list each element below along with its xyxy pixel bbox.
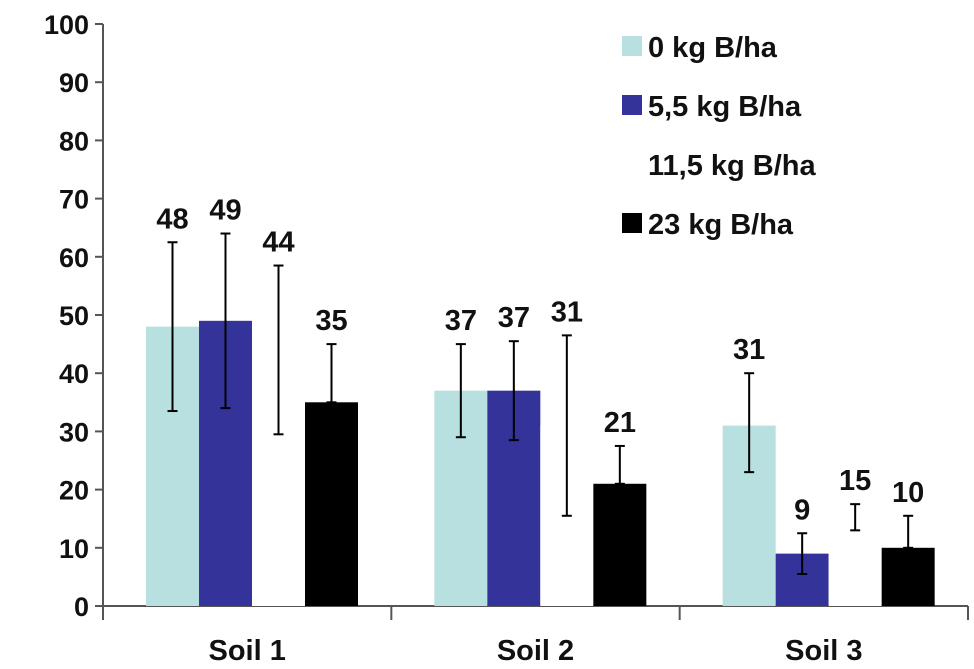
x-axis: Soil 1 Soil 2 Soil 3 xyxy=(102,605,969,667)
category-label: Soil 3 xyxy=(785,635,862,667)
data-label: 44 xyxy=(262,227,294,259)
y-tick-label: 80 xyxy=(59,126,89,156)
legend-swatch xyxy=(622,36,642,56)
legend-label: 11,5 kg B/ha xyxy=(648,150,817,182)
data-label: 49 xyxy=(209,195,241,227)
data-label: 31 xyxy=(551,296,583,328)
data-label: 21 xyxy=(604,407,636,439)
legend-label: 23 kg B/ha xyxy=(648,209,794,241)
bar xyxy=(828,518,882,606)
y-axis: 0 10 20 30 40 50 60 70 80 90 100 xyxy=(44,10,104,622)
y-tick-label: 100 xyxy=(44,10,89,40)
legend-swatch xyxy=(622,95,642,115)
bar xyxy=(305,402,358,606)
data-labels: 48 37 31 49 37 9 44 31 15 35 21 10 xyxy=(156,195,924,527)
bar xyxy=(881,547,935,606)
data-label: 48 xyxy=(156,203,188,235)
y-tick-label: 30 xyxy=(59,417,89,447)
legend-label: 0 kg B/ha xyxy=(648,32,778,64)
data-label: 9 xyxy=(794,494,810,526)
data-label: 15 xyxy=(839,465,871,497)
legend-label: 5,5 kg B/ha xyxy=(648,91,802,123)
legend: 0 kg B/ha 5,5 kg B/ha 11,5 kg B/ha 23 kg B/… xyxy=(622,32,817,241)
y-tick-label: 10 xyxy=(59,534,89,564)
bars xyxy=(146,320,935,606)
y-tick-label: 60 xyxy=(59,243,89,273)
y-tick-label: 0 xyxy=(74,592,89,622)
y-tick-label: 40 xyxy=(59,359,89,389)
data-label: 35 xyxy=(315,305,347,337)
data-label: 10 xyxy=(892,477,924,509)
y-tick-label: 20 xyxy=(59,476,89,506)
y-tick-label: 70 xyxy=(59,185,89,215)
legend-swatch xyxy=(622,154,642,174)
bar xyxy=(593,483,647,606)
y-tick-label: 50 xyxy=(59,301,89,331)
category-label: Soil 2 xyxy=(497,635,574,667)
data-label: 37 xyxy=(498,302,530,334)
y-tick-label: 90 xyxy=(59,68,89,98)
error-bars xyxy=(167,232,914,575)
category-label: Soil 1 xyxy=(208,635,285,667)
legend-swatch xyxy=(622,213,642,233)
data-label: 37 xyxy=(445,305,477,337)
data-label: 31 xyxy=(733,334,765,366)
